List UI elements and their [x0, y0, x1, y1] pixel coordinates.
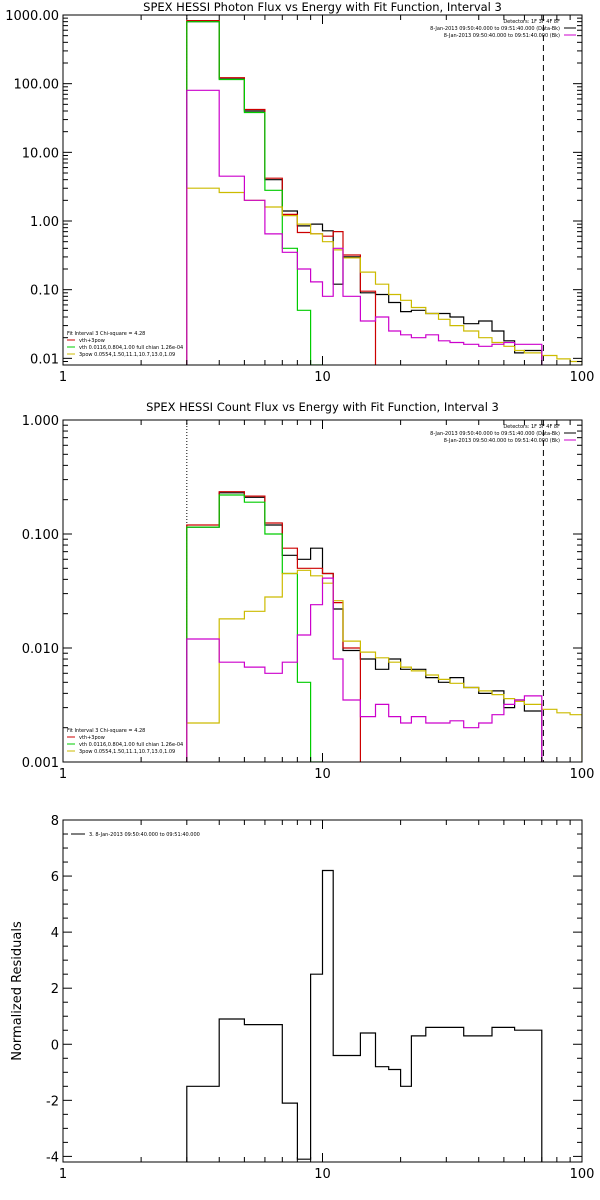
series-line-3 [186, 21, 323, 365]
legend-entry: Detectors: 1F 3F 4F 8F [503, 424, 560, 430]
series-line-5 [186, 577, 543, 762]
x-tick-label: 100 [570, 370, 595, 385]
legend-entry: 3. 8-Jan-2013 09:50:40.000 to 09:51:40.0… [89, 832, 200, 838]
legend-entry: Detectors: 1F 3F 4F 8F [503, 19, 560, 25]
x-tick-label: 1 [59, 767, 67, 782]
chart-title: SPEX HESSI Count Flux vs Energy with Fit… [146, 400, 499, 414]
y-tick-label: 10.00 [22, 146, 59, 161]
x-tick-label: 1 [59, 1167, 67, 1182]
y-tick-label: 1.00 [30, 215, 59, 230]
y-tick-label: 1000.00 [5, 9, 59, 24]
series-line-2 [186, 20, 377, 365]
y-tick-label: 0.010 [22, 642, 59, 657]
y-tick-label: 6 [51, 870, 59, 885]
x-tick-label: 10 [314, 1167, 331, 1182]
chart-panel-3: Normalized Residuals 1 10 100 -4 -2 0 2 4 6 8 3. 8-… [10, 814, 594, 1182]
y-tick-label: 4 [51, 926, 59, 941]
y-tick-label: 0.001 [22, 756, 59, 771]
legend-entry: 8-Jan-2013 09:50:40.000 to 09:51:40.000 … [430, 26, 560, 32]
legend-entry: 8-Jan-2013 09:50:40.000 to 09:51:40.000 … [444, 33, 560, 39]
legend-entry: 3pow 0.0554,1.50,11.1,10.7,13.0,1.09 [79, 352, 175, 358]
y-tick-label: 0.10 [30, 284, 59, 299]
legend-entry: 8-Jan-2013 09:50:40.000 to 09:51:40.000 … [444, 438, 560, 444]
x-tick-label: 10 [314, 370, 331, 385]
legend-entry: Fit Interval 3 Chi-square = 4.28 [67, 331, 145, 337]
y-tick-label: 0.01 [30, 352, 59, 367]
legend-entry: 8-Jan-2013 09:50:40.000 to 09:51:40.000 … [430, 431, 560, 437]
y-tick-label: 0 [51, 1038, 59, 1053]
legend-entry: vth 0.0116,0.804,1.00 full chian 1.26e-0… [79, 742, 183, 748]
legend-entry: vth+3pow [79, 735, 105, 741]
series-line-4 [186, 569, 582, 762]
y-tick-label: 100.00 [14, 78, 60, 93]
y-tick-label: -2 [46, 1094, 59, 1109]
y-axis-label: Normalized Residuals [10, 921, 25, 1061]
series-line-5 [186, 89, 543, 365]
legend-entry: Fit Interval 3 Chi-square = 4.28 [67, 728, 145, 734]
series-line-4 [186, 187, 582, 365]
chart-panel-1: SPEX HESSI Photon Flux vs Energy with Fi… [5, 0, 594, 385]
x-tick-label: 10 [314, 767, 331, 782]
y-tick-label: 8 [51, 814, 59, 829]
legend-entry: 3pow 0.0554,1.50,11.1,10.7,13.0,1.09 [79, 749, 175, 755]
y-tick-label: 2 [51, 982, 59, 997]
legend-entry: vth+3pow [79, 338, 105, 344]
series-line-3 [186, 494, 323, 762]
series-line-1 [186, 492, 543, 762]
plot-frame [62, 14, 583, 366]
series-line-1 [186, 21, 543, 365]
y-tick-label: 0.100 [22, 528, 59, 543]
chart-title: SPEX HESSI Photon Flux vs Energy with Fi… [143, 0, 502, 14]
x-tick-label: 100 [570, 767, 595, 782]
series-line-1 [186, 869, 543, 1162]
chart-panel-2: SPEX HESSI Count Flux vs Energy with Fit… [22, 400, 595, 782]
y-tick-label: 1.000 [22, 414, 59, 429]
series-line-2 [186, 491, 361, 762]
legend-entry: vth 0.0116,0.804,1.00 full chian 1.26e-0… [79, 345, 183, 351]
x-tick-label: 1 [59, 370, 67, 385]
y-tick-label: -4 [46, 1150, 59, 1165]
x-tick-label: 100 [570, 1167, 595, 1182]
